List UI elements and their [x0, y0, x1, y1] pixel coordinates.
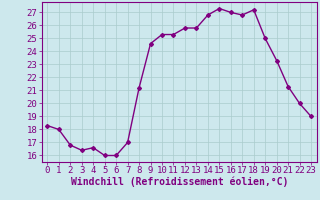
X-axis label: Windchill (Refroidissement éolien,°C): Windchill (Refroidissement éolien,°C)	[70, 177, 288, 187]
